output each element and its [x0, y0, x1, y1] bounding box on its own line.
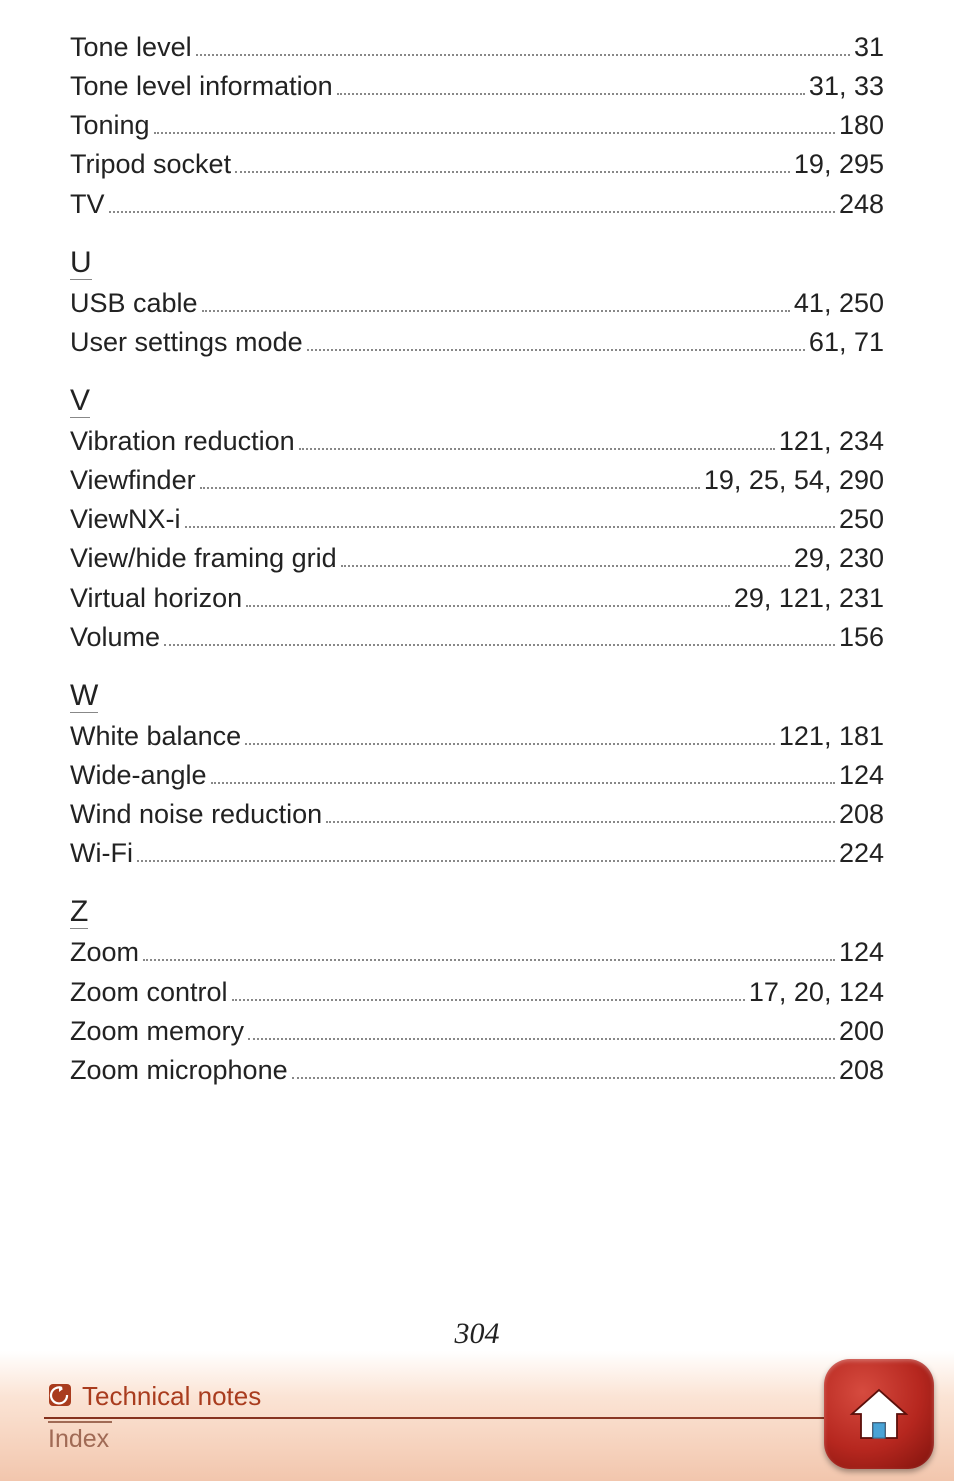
index-entry: Tone level information 31, 33	[70, 67, 884, 106]
index-entry: Tone level 31	[70, 28, 884, 67]
dot-leader	[246, 605, 730, 607]
index-entry: Viewfinder 19, 25, 54, 290	[70, 461, 884, 500]
dot-leader	[143, 959, 835, 961]
dot-leader	[185, 526, 835, 528]
index-pages[interactable]: 224	[839, 834, 884, 873]
index-entry: Zoom control 17, 20, 124	[70, 973, 884, 1012]
dot-leader	[245, 743, 775, 745]
section-heading: W	[70, 679, 98, 713]
dot-leader	[137, 860, 835, 862]
dot-leader	[235, 171, 790, 173]
index-pages[interactable]: 41, 250	[794, 284, 884, 323]
index-pages[interactable]: 248	[839, 185, 884, 224]
index-entry: ViewNX-i 250	[70, 500, 884, 539]
dot-leader	[337, 93, 805, 95]
index-pages[interactable]: 200	[839, 1012, 884, 1051]
dot-leader	[326, 821, 835, 823]
index-term: User settings mode	[70, 323, 303, 362]
index-pages[interactable]: 17, 20, 124	[749, 973, 884, 1012]
dot-leader	[164, 644, 835, 646]
dot-leader	[299, 448, 775, 450]
index-pages[interactable]: 124	[839, 933, 884, 972]
index-term: Tripod socket	[70, 145, 231, 184]
index-term: Wi-Fi	[70, 834, 133, 873]
index-entry: Wind noise reduction 208	[70, 795, 884, 834]
footer-divider	[44, 1417, 910, 1419]
home-icon	[843, 1378, 915, 1450]
index-pages[interactable]: 31	[854, 28, 884, 67]
dot-leader	[341, 565, 790, 567]
index-term: Toning	[70, 106, 150, 145]
index-term: White balance	[70, 717, 241, 756]
index-entry: Zoom microphone 208	[70, 1051, 884, 1090]
index-term: Tone level	[70, 28, 192, 67]
section-heading: Z	[70, 895, 88, 929]
index-pages[interactable]: 121, 234	[779, 422, 884, 461]
index-term: Vibration reduction	[70, 422, 295, 461]
index-pages[interactable]: 156	[839, 618, 884, 657]
back-icon[interactable]	[48, 1383, 72, 1407]
index-term: ViewNX-i	[70, 500, 181, 539]
dot-leader	[109, 211, 835, 213]
index-entry: Zoom memory 200	[70, 1012, 884, 1051]
dot-leader	[202, 310, 790, 312]
index-entry: TV 248	[70, 185, 884, 224]
dot-leader	[292, 1077, 835, 1079]
dot-leader	[200, 487, 700, 489]
index-entry: Tripod socket 19, 295	[70, 145, 884, 184]
index-term: Zoom memory	[70, 1012, 244, 1051]
index-term: Viewfinder	[70, 461, 196, 500]
index-entry: Virtual horizon 29, 121, 231	[70, 579, 884, 618]
index-entry: Vibration reduction 121, 234	[70, 422, 884, 461]
index-entry: Volume 156	[70, 618, 884, 657]
footer-sub-title: Index	[48, 1425, 109, 1454]
index-pages[interactable]: 29, 230	[794, 539, 884, 578]
footer-sub-overline	[48, 1421, 112, 1423]
index-entry: Toning 180	[70, 106, 884, 145]
index-entry: White balance 121, 181	[70, 717, 884, 756]
index-pages[interactable]: 29, 121, 231	[734, 579, 884, 618]
dot-leader	[248, 1038, 835, 1040]
footer-section-title: Technical notes	[82, 1381, 261, 1412]
index-term: Tone level information	[70, 67, 333, 106]
index-entry: User settings mode 61, 71	[70, 323, 884, 362]
page-number: 304	[0, 1317, 954, 1351]
index-term: Zoom control	[70, 973, 228, 1012]
index-pages[interactable]: 124	[839, 756, 884, 795]
dot-leader	[196, 54, 850, 56]
index-pages[interactable]: 208	[839, 795, 884, 834]
dot-leader	[211, 782, 835, 784]
index-term: Wide-angle	[70, 756, 207, 795]
index-term: Zoom microphone	[70, 1051, 288, 1090]
index-term: USB cable	[70, 284, 198, 323]
index-pages[interactable]: 31, 33	[809, 67, 884, 106]
index-pages[interactable]: 19, 295	[794, 145, 884, 184]
index-pages[interactable]: 19, 25, 54, 290	[704, 461, 884, 500]
index-pages[interactable]: 180	[839, 106, 884, 145]
index-entry: USB cable 41, 250	[70, 284, 884, 323]
index-entry: View/hide framing grid 29, 230	[70, 539, 884, 578]
index-entry: Zoom 124	[70, 933, 884, 972]
index-term: Virtual horizon	[70, 579, 242, 618]
index-term: Volume	[70, 618, 160, 657]
home-button[interactable]	[824, 1359, 934, 1469]
index-term: TV	[70, 185, 105, 224]
index-pages[interactable]: 61, 71	[809, 323, 884, 362]
index-term: Wind noise reduction	[70, 795, 322, 834]
index-pages[interactable]: 121, 181	[779, 717, 884, 756]
dot-leader	[307, 349, 805, 351]
dot-leader	[232, 999, 745, 1001]
section-heading: V	[70, 384, 90, 418]
footer-bar: Technical notes Index	[0, 1351, 954, 1481]
index-content: Tone level 31 Tone level information 31, 33…	[0, 0, 954, 1297]
dot-leader	[154, 132, 835, 134]
index-entry: Wi-Fi 224	[70, 834, 884, 873]
index-pages[interactable]: 208	[839, 1051, 884, 1090]
index-term: Zoom	[70, 933, 139, 972]
index-entry: Wide-angle 124	[70, 756, 884, 795]
index-term: View/hide framing grid	[70, 539, 337, 578]
section-heading: U	[70, 246, 92, 280]
index-pages[interactable]: 250	[839, 500, 884, 539]
